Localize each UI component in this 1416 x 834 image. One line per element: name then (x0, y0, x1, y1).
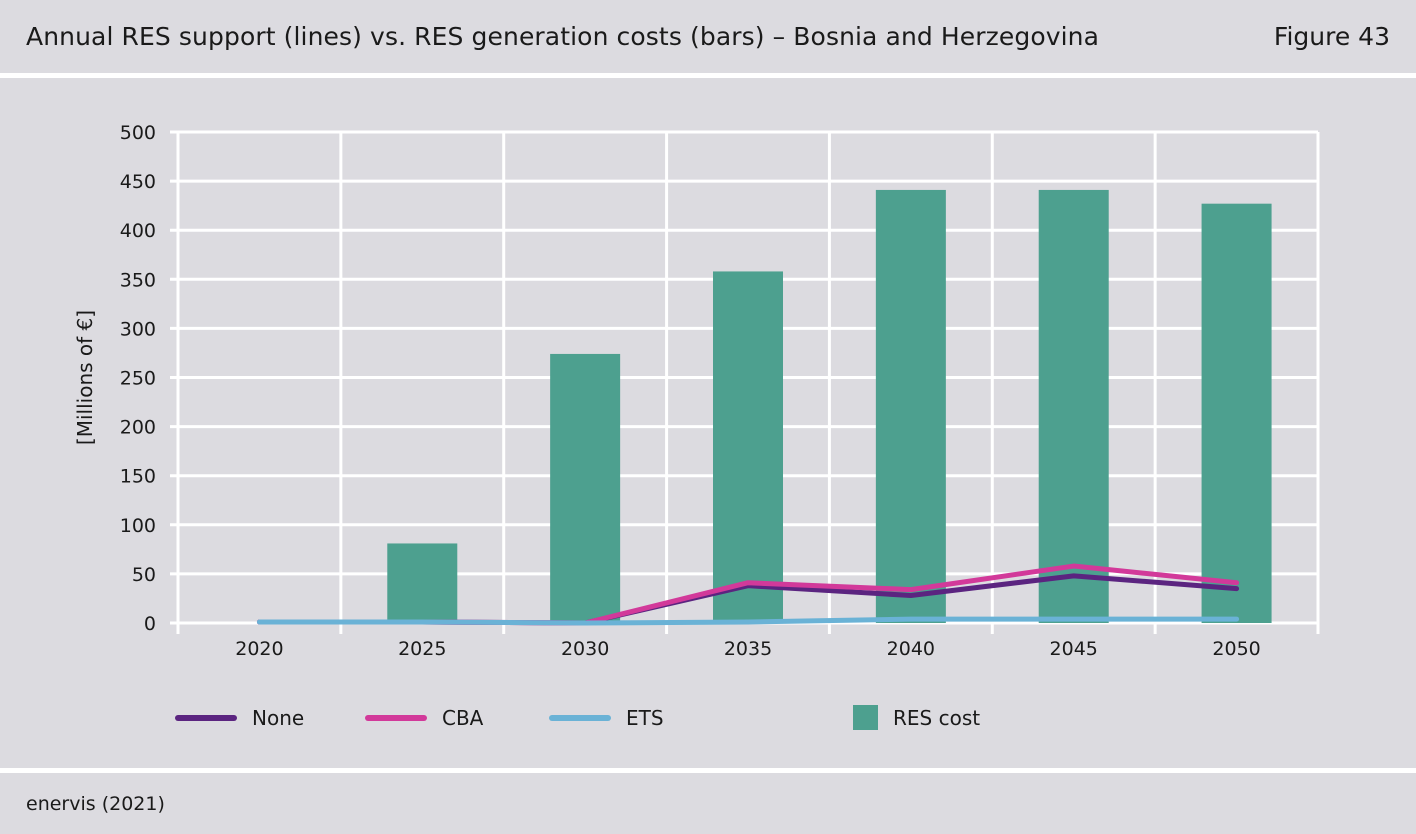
x-tick-label: 2045 (1050, 638, 1098, 660)
x-tick-label: 2020 (235, 638, 283, 660)
y-tick-label: 250 (120, 368, 156, 390)
y-tick-label: 200 (120, 417, 156, 439)
x-tick-label: 2040 (887, 638, 935, 660)
bar-2050 (1201, 203, 1272, 623)
x-tick-label: 2050 (1212, 638, 1260, 660)
footer-divider (0, 768, 1416, 773)
header-divider (0, 73, 1416, 78)
y-tick-label: 50 (132, 564, 156, 586)
figure-header: Annual RES support (lines) vs. RES gener… (0, 0, 1416, 74)
bar-2035 (713, 271, 783, 623)
y-tick-label: 150 (120, 466, 156, 488)
y-tick-label: 350 (120, 269, 156, 291)
bar-2030 (550, 353, 621, 623)
bar-2025 (387, 543, 458, 623)
y-tick-label: 400 (120, 220, 156, 242)
x-tick-label: 2030 (561, 638, 609, 660)
bar-series (387, 189, 1272, 624)
legend-label-ets: ETS (626, 706, 664, 730)
source-note: enervis (2021) (26, 793, 165, 815)
bar-2045 (1038, 189, 1109, 624)
y-tick-label: 0 (144, 613, 156, 635)
y-tick-label: 500 (120, 122, 156, 144)
bar-2040 (875, 189, 946, 624)
y-tick-label: 300 (120, 318, 156, 340)
figure-title: Annual RES support (lines) vs. RES gener… (26, 22, 1100, 51)
y-axis-title: [Millions of €] (73, 310, 97, 445)
y-tick-label: 450 (120, 171, 156, 193)
legend-label-res-cost: RES cost (893, 706, 980, 730)
legend-swatch-res-cost (853, 705, 878, 730)
legend-label-cba: CBA (442, 706, 484, 730)
legend-label-none: None (252, 706, 304, 730)
figure-number: Figure 43 (1273, 22, 1390, 51)
x-tick-label: 2035 (724, 638, 772, 660)
x-tick-label: 2025 (398, 638, 446, 660)
y-tick-label: 100 (120, 515, 156, 537)
